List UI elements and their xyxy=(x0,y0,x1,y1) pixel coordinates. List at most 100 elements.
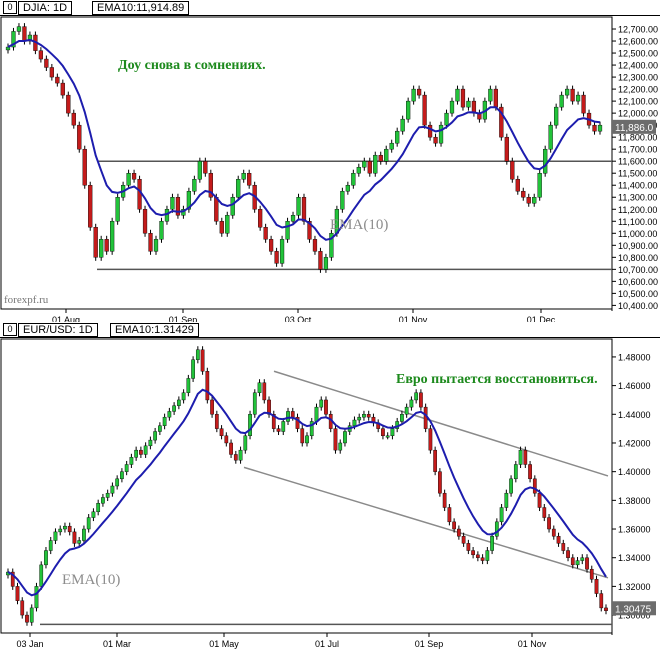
bullish-candle xyxy=(409,399,414,408)
top-symbol-label[interactable]: DJIA: 1D xyxy=(18,1,73,15)
bullish-candle xyxy=(126,173,131,186)
bearish-candle xyxy=(205,371,210,401)
x-tick-label: 01 Nov xyxy=(399,315,428,322)
bearish-candle xyxy=(66,94,71,114)
bottom-window-box[interactable]: 0 xyxy=(3,323,17,336)
bullish-candle xyxy=(27,34,33,42)
bullish-candle xyxy=(389,142,394,150)
last-price-value: 1.30475 xyxy=(615,604,652,615)
y-tick-label: 1.30000 xyxy=(618,611,651,621)
bearish-candle xyxy=(466,543,471,551)
x-tick-label: 01 Sep xyxy=(415,639,444,649)
y-tick-label: 1.44000 xyxy=(618,410,651,420)
bullish-candle xyxy=(172,405,176,412)
eurusd-candlestick-chart[interactable]: 1.48000 1.46000 1.44000 1.42000 1.40000 1.380… xyxy=(0,337,660,651)
top-ema-indicator-label[interactable]: EMA10:11,914.89 xyxy=(92,1,190,15)
bearish-candle xyxy=(366,414,371,418)
bullish-candle xyxy=(296,197,301,216)
bearish-candle xyxy=(263,227,268,240)
bearish-candle xyxy=(307,221,312,240)
bullish-candle xyxy=(543,148,548,174)
bullish-candle xyxy=(5,46,11,51)
y-tick-label: 1.46000 xyxy=(618,381,651,391)
bearish-candle xyxy=(82,148,87,186)
bullish-candle xyxy=(195,349,200,360)
y-tick-label: 1.34000 xyxy=(618,553,651,563)
bullish-candle xyxy=(124,464,129,472)
bullish-candle xyxy=(323,257,329,270)
bearish-candle xyxy=(55,76,60,84)
bearish-candle xyxy=(148,233,153,252)
top-window-box[interactable]: 0 xyxy=(3,1,17,14)
bearish-candle xyxy=(131,173,137,180)
bearish-candle xyxy=(318,251,323,270)
bullish-candle xyxy=(390,428,395,437)
bullish-candle xyxy=(414,392,419,401)
y-tick-label: 1.40000 xyxy=(618,467,651,477)
chart-annotation: Евро пытается восстановиться. xyxy=(396,372,598,387)
y-tick-label: 12,700.00 xyxy=(618,25,658,35)
bullish-candle xyxy=(96,503,101,513)
bearish-candle xyxy=(428,428,433,451)
bullish-candle xyxy=(488,88,493,102)
bearish-candle xyxy=(267,399,271,415)
bearish-candle xyxy=(258,209,263,228)
bullish-candle xyxy=(248,414,252,437)
bottom-chart-panel[interactable]: 0 EUR/USD: 1D EMA10:1.31429 1.48000 1.460… xyxy=(0,322,660,651)
bullish-candle xyxy=(352,419,357,426)
bullish-candle xyxy=(230,197,235,216)
y-tick-label: 12,000.00 xyxy=(618,109,658,119)
bullish-candle xyxy=(143,445,148,455)
bullish-candle xyxy=(575,560,580,566)
bearish-candle xyxy=(367,160,372,174)
bullish-candle xyxy=(110,485,115,494)
bearish-candle xyxy=(515,179,520,192)
x-tick-label: 03 Jan xyxy=(16,639,43,649)
bearish-candle xyxy=(581,94,586,114)
bearish-candle xyxy=(203,160,208,174)
bearish-candle xyxy=(38,50,44,60)
top-chart-panel[interactable]: 0 DJIA: 1D EMA10:11,914.89 12,700.00 12,6… xyxy=(0,0,660,322)
bullish-candle xyxy=(44,550,48,566)
x-tick-label: 01 Mar xyxy=(103,639,131,649)
bottom-symbol-label[interactable]: EUR/USD: 1D xyxy=(18,323,98,337)
bearish-candle xyxy=(224,435,229,444)
bullish-candle xyxy=(384,148,389,162)
bearish-candle xyxy=(333,428,338,451)
bullish-candle xyxy=(444,112,449,126)
y-tick-label: 12,500.00 xyxy=(618,49,658,59)
bullish-candle xyxy=(404,406,409,415)
y-tick-label: 12,300.00 xyxy=(618,73,658,83)
bearish-candle xyxy=(499,106,504,138)
bearish-candle xyxy=(528,464,532,480)
bullish-candle xyxy=(406,100,411,120)
bullish-candle xyxy=(48,540,53,551)
bearish-candle xyxy=(416,88,422,96)
bullish-candle xyxy=(329,233,334,258)
djia-candlestick-chart[interactable]: 12,700.00 12,600.00 12,500.00 12,400.00 12,3… xyxy=(0,15,660,322)
bearish-candle xyxy=(301,197,307,222)
y-tick-label: 10,600.00 xyxy=(618,277,658,287)
bearish-candle xyxy=(290,411,295,418)
bearish-candle xyxy=(570,557,575,566)
bearish-candle xyxy=(510,160,515,180)
bullish-candle xyxy=(580,557,585,561)
bearish-candle xyxy=(268,239,274,252)
last-price-value: 11,886.0 xyxy=(615,123,654,134)
bullish-candle xyxy=(257,382,262,393)
bullish-candle xyxy=(597,124,603,132)
bearish-candle xyxy=(460,88,466,108)
bearish-candle xyxy=(570,88,575,102)
bearish-candle xyxy=(104,239,109,252)
y-tick-label: 11,400.00 xyxy=(618,181,657,191)
bullish-candle xyxy=(559,94,564,108)
bearish-candle xyxy=(556,535,561,544)
bearish-candle xyxy=(561,543,566,551)
bullish-candle xyxy=(305,435,309,444)
bearish-candle xyxy=(452,521,456,530)
bottom-ema-indicator-label[interactable]: EMA10:1.31429 xyxy=(110,323,199,337)
y-tick-label: 12,600.00 xyxy=(618,37,658,47)
bearish-candle xyxy=(604,607,608,611)
bearish-candle xyxy=(276,428,281,432)
bullish-candle xyxy=(115,478,120,487)
